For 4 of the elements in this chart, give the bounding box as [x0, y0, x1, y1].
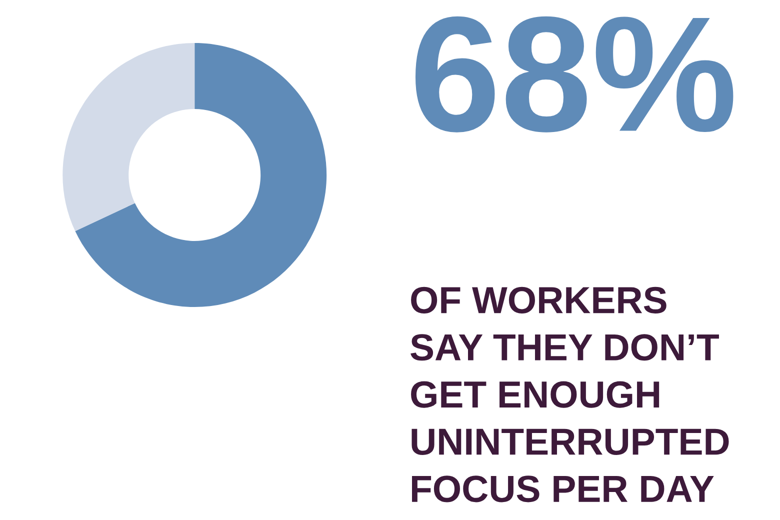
chart-title: 68% — [415, 16, 734, 132]
text: OF WORKERS SAY THEY DON’T GET ENOUGH UNINTERRUPTED FOCUS PER DAY — [410, 286, 729, 502]
donut-slice — [75, 43, 327, 307]
donut-slice — [62, 43, 195, 232]
